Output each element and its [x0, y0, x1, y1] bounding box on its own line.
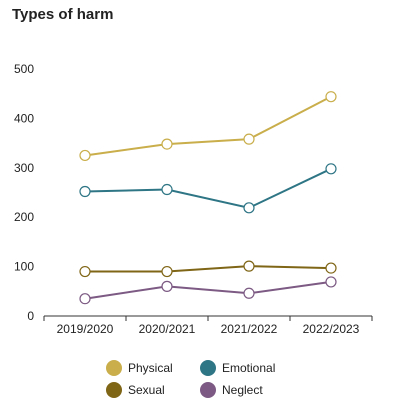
- series-group: [79, 91, 337, 305]
- legend: Physical Emotional Sexual Neglect: [106, 360, 275, 398]
- series-line-emotional: [84, 167, 332, 209]
- axes: [43, 315, 373, 321]
- y-tick-label: 100: [14, 260, 34, 274]
- chart-title: Types of harm: [12, 6, 114, 23]
- data-point-neglect: [243, 287, 255, 299]
- data-point-physical: [243, 133, 255, 145]
- data-point-neglect: [161, 280, 173, 292]
- data-point-emotional: [79, 185, 91, 198]
- data-point-physical: [79, 149, 91, 162]
- y-tick-label: 300: [14, 161, 34, 175]
- legend-marker-neglect: [200, 382, 216, 398]
- data-point-sexual: [243, 260, 255, 272]
- x-tick-label: 2019/2020: [57, 322, 114, 336]
- legend-label-emotional: Emotional: [222, 361, 275, 375]
- legend-label-sexual: Sexual: [128, 383, 165, 397]
- data-point-sexual: [161, 265, 173, 278]
- legend-marker-sexual: [106, 382, 122, 398]
- data-point-emotional: [161, 183, 173, 196]
- y-axis-ticks: 0 100 200 300 400 500: [14, 62, 34, 323]
- data-point-neglect: [79, 293, 91, 305]
- data-point-physical: [161, 138, 173, 150]
- data-point-sexual: [79, 265, 91, 278]
- legend-marker-physical: [106, 360, 122, 376]
- legend-label-neglect: Neglect: [222, 383, 263, 397]
- y-tick-label: 500: [14, 62, 34, 76]
- x-axis-ticks: 2019/2020 2020/2021 2021/2022 2022/2023: [57, 322, 360, 336]
- y-tick-label: 400: [14, 111, 34, 125]
- y-tick-label: 200: [14, 210, 34, 224]
- legend-label-physical: Physical: [128, 361, 173, 375]
- data-point-physical: [325, 91, 337, 103]
- x-tick-label: 2020/2021: [139, 322, 196, 336]
- series-line-sexual: [85, 265, 332, 273]
- data-point-emotional: [325, 163, 337, 175]
- legend-marker-emotional: [200, 360, 216, 376]
- series-line-physical: [84, 95, 332, 157]
- data-point-emotional: [243, 202, 255, 214]
- series-line-neglect: [84, 280, 332, 300]
- x-tick-label: 2022/2023: [303, 322, 360, 336]
- y-tick-label: 0: [27, 309, 34, 323]
- data-point-neglect: [325, 276, 337, 288]
- x-tick-label: 2021/2022: [221, 322, 278, 336]
- data-point-sexual: [325, 262, 337, 274]
